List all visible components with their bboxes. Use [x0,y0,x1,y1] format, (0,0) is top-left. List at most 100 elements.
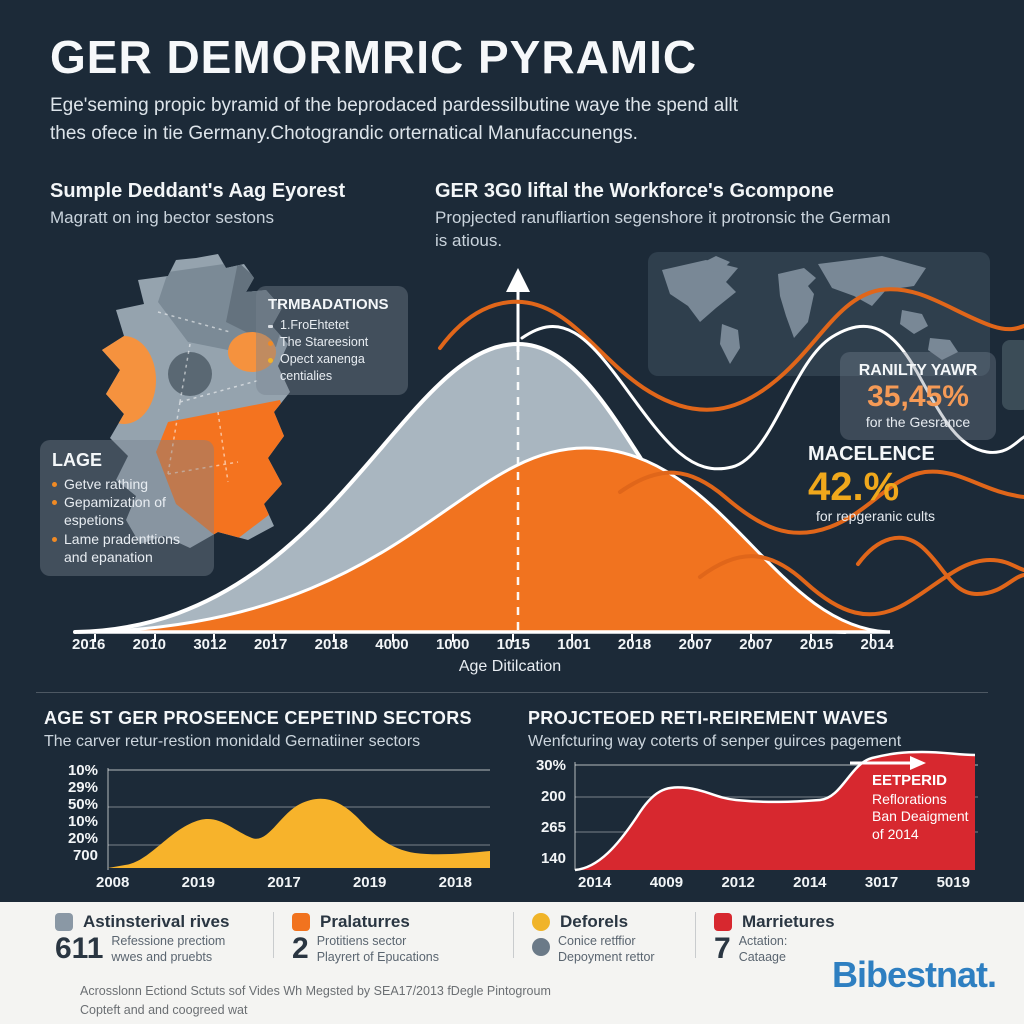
x-tick: 2015 [799,636,834,653]
x-tick: 2018 [617,636,652,653]
legend-item-marrietures: Marrietures 7 Actation: Cataage [714,912,835,965]
y-tick: 10% [67,762,98,779]
legend-divider [273,912,274,958]
page-subtitle: Ege'seming propic byramid of the beproda… [50,92,850,147]
yellow-circle-swatch [532,913,550,931]
bottom-charts-canvas [107,750,978,872]
x-tick: 2014 [578,874,612,891]
legend-desc-line: Cataage [738,949,786,964]
callout-item: centialies [280,368,333,383]
page-subtitle-line1: Ege'seming propic byramid of the beproda… [50,95,739,116]
legend-number: 611 [55,932,104,965]
legend-item-pralaturres: Pralaturres 2 Protitiens sector Playrert… [292,912,439,965]
y-tick: 140 [540,850,566,867]
y-tick: 200 [540,788,566,805]
legend-footer-band: Astinsterival rives 611 Refessione prect… [0,902,1024,1024]
callout-lage: LAGE Getve rathing Gepamization of espet… [40,440,214,576]
x-tick: 2014 [860,636,894,653]
x-tick: 2014 [793,874,827,891]
red-area-series [574,750,976,872]
footer-line: Copteft and and coogreed wat [80,1002,248,1017]
orange-square-swatch [292,913,310,931]
x-tick: 1015 [496,636,530,653]
page-subtitle-line2: thes ofece in tie Germany.Chotograndic o… [50,122,638,144]
y-tick: 20% [67,830,98,847]
x-tick: 2008 [96,874,130,891]
y-tick: 10% [67,813,98,830]
x-tick: 2018 [438,874,472,891]
x-tick: 1000 [435,636,470,653]
peak-arrow [506,268,530,630]
legend-desc-line: wwes and pruebts [111,949,213,964]
legend-title: Deforels [560,912,629,931]
legend-title: Pralaturres [320,912,410,931]
stat-ranilty-value: 35,45% [867,380,969,413]
callout-item: Gepamization of [52,493,202,511]
stat-macelence-label: MACELENCE [808,443,935,465]
legend-desc: Actation: Cataage [739,934,788,965]
orange-wave-low [698,554,1024,617]
callout-item: and epanation [64,548,153,565]
slate-circle-swatch [532,938,550,956]
germany-map [102,254,290,548]
left-chart-x-labels: 2008 2019 2017 2019 2018 [96,874,472,891]
legend-desc-line: Protitiens sector [316,934,407,948]
legend-desc-line: Playrert of Epucations [316,949,439,964]
callout-item: espetions [64,512,124,529]
x-tick: 2019 [352,874,387,891]
page-title: GER DEMORMRIC PYRAMIC [50,31,698,83]
wave-lines [438,287,1024,617]
y-tick: 29% [67,779,98,796]
annotation-title: EETPERID [872,772,948,789]
x-tick: 4009 [649,874,684,891]
annotation-line: of 2014 [872,825,919,842]
legend-item-astinsterival: Astinsterival rives 611 Refessione prect… [55,912,229,965]
callout-lage-title: LAGE [52,450,103,470]
section-divider [36,692,988,693]
callout-item: The Stareesiont [268,334,396,351]
bottom-left-chart-subtitle: The carver retur-restion monidald Gernat… [44,733,421,750]
stat-macelence-caption: for repgeranic cults [816,508,936,524]
annotation-line: Ban Deaigment [872,808,969,825]
gray-square-swatch [55,913,73,931]
legend-divider [695,912,696,958]
bell-curve-workforce [83,446,890,634]
right-chart-y-labels: 30% 200 265 140 [508,757,566,867]
orange-wave-right [856,535,1024,597]
main-x-axis-title: Age Ditilcation [458,658,562,675]
x-tick: 2017 [253,636,288,653]
red-square-swatch [714,913,732,931]
callout-item: Getve rathing [52,475,202,493]
legend-desc: Conice retffior Depoyment rettor [558,934,655,965]
callout-trmbadations-title: TRMBADATIONS [268,296,389,313]
callout-item: 1.FroEhtetet [268,317,396,334]
x-tick: 2016 [72,636,106,653]
retirement-arrow [850,756,926,770]
orange-wave-top [438,287,1024,412]
world-map [648,252,1024,410]
y-tick: 50% [67,796,98,813]
legend-number: 2 [292,932,309,965]
right-section-subtitle: Propjected ranufliartion segenshore it p… [435,207,915,253]
main-chart-canvas [73,252,1024,642]
y-tick: 30% [535,757,566,774]
x-tick: 2012 [721,874,755,891]
retirement-annotation: EETPERID Reflorations Ban Deaigment of 2… [872,772,992,843]
footer-line: Acrosslonn Ectiond Sctuts sof Vides Wh M… [80,984,551,998]
yellow-area-series [108,798,490,868]
y-tick: 265 [540,819,566,836]
legend-desc: Protitiens sector Playrert of Epucations [317,934,439,965]
x-tick: 2019 [181,874,216,891]
x-tick: 1001 [557,636,591,653]
x-tick: 2007 [739,636,773,653]
y-tick: 700 [72,847,98,864]
legend-item-deforels: Deforels Conice retffior Depoyment retto… [532,912,655,965]
left-section-subtitle: Magratt on ing bector sestons [50,208,274,227]
main-x-tick-labels: 2016 2010 3012 2017 2018 4000 1000 1015 … [72,636,894,653]
stat-macelence: MACELENCE 42.% for repgeranic cults [808,443,988,524]
legend-desc-line: Actation: [738,934,788,948]
legend-divider [513,912,514,958]
x-tick: 2018 [314,636,348,653]
stat-macelence-value: 42.% [808,465,900,509]
x-tick: 4000 [375,636,409,653]
